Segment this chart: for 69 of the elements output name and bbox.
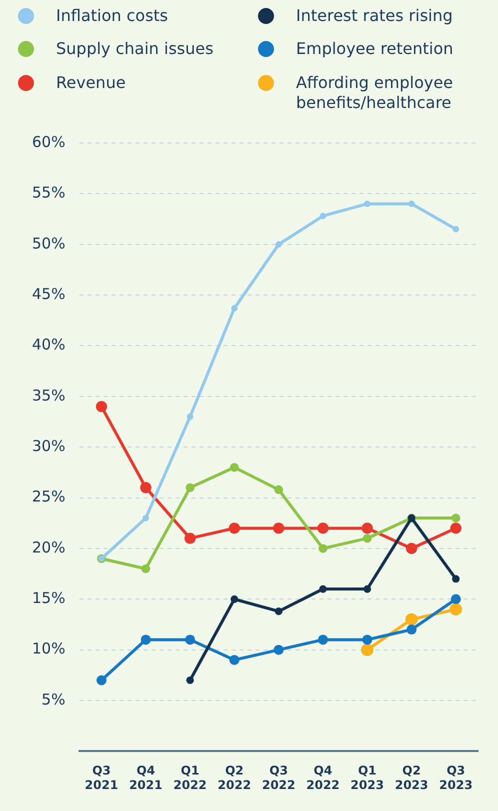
point [363,585,372,593]
point [141,564,150,574]
legend-label: Employee retention [296,39,454,60]
y-tick-label: 35% [32,386,66,404]
point [452,226,460,232]
point [317,522,329,534]
y-tick-label: 25% [32,488,66,506]
point [274,608,282,616]
point [320,212,326,220]
point [231,305,238,312]
y-tick-label: 5% [42,690,66,708]
legend-label: Interest rates rising [296,6,453,26]
legend-label: Inflation costs [56,6,168,26]
x-tick-label: Q4 2022 [306,764,340,792]
y-tick-label: 15% [32,589,66,608]
point [186,676,194,684]
legend-label: Revenue [56,72,126,93]
point [361,644,374,656]
x-tick-label: Q3 2021 [84,764,118,792]
point [318,544,328,553]
point [140,482,152,494]
y-tick-label: 10% [32,640,66,658]
y-tick-label: 60% [32,132,66,151]
point [142,514,149,522]
y-tick-label: 40% [32,336,66,354]
point [406,624,417,635]
point [185,634,196,645]
point [362,522,373,534]
y-tick-label: 45% [32,284,66,303]
legend-label: Supply chain issues [56,39,214,60]
point [450,522,462,534]
x-tick-label: Q2 2022 [218,764,252,792]
point [318,634,328,645]
point [96,400,108,412]
point [186,413,194,420]
point [450,594,461,604]
point [364,200,370,208]
x-tick-label: Q1 2022 [173,764,207,792]
y-tick-label: 30% [32,436,66,455]
point [408,200,415,208]
point [452,575,460,583]
x-tick-label: Q2 2023 [394,764,428,792]
point [228,522,240,534]
point [140,634,151,645]
point [405,613,418,626]
point [186,483,194,492]
point [275,241,282,248]
y-tick-label: 20% [32,538,66,556]
point [184,532,196,544]
point [273,522,284,534]
point [274,644,284,655]
x-tick-label: Q3 2022 [262,764,296,792]
y-tick-label: 50% [32,234,66,252]
point [451,514,460,522]
point [229,654,240,665]
point [406,542,418,554]
y-tick-label: 55% [32,184,66,202]
point [96,675,106,686]
point [450,603,462,616]
x-tick-label: Q1 2023 [350,764,384,792]
point [230,462,239,472]
point [230,595,238,603]
point [362,634,372,645]
legend-label: Affording employee benefits/healthcare [296,72,454,113]
x-tick-label: Q4 2021 [129,764,162,792]
point [319,585,327,593]
point [362,534,372,543]
point [274,485,284,494]
x-tick-label: Q3 2023 [439,764,473,792]
